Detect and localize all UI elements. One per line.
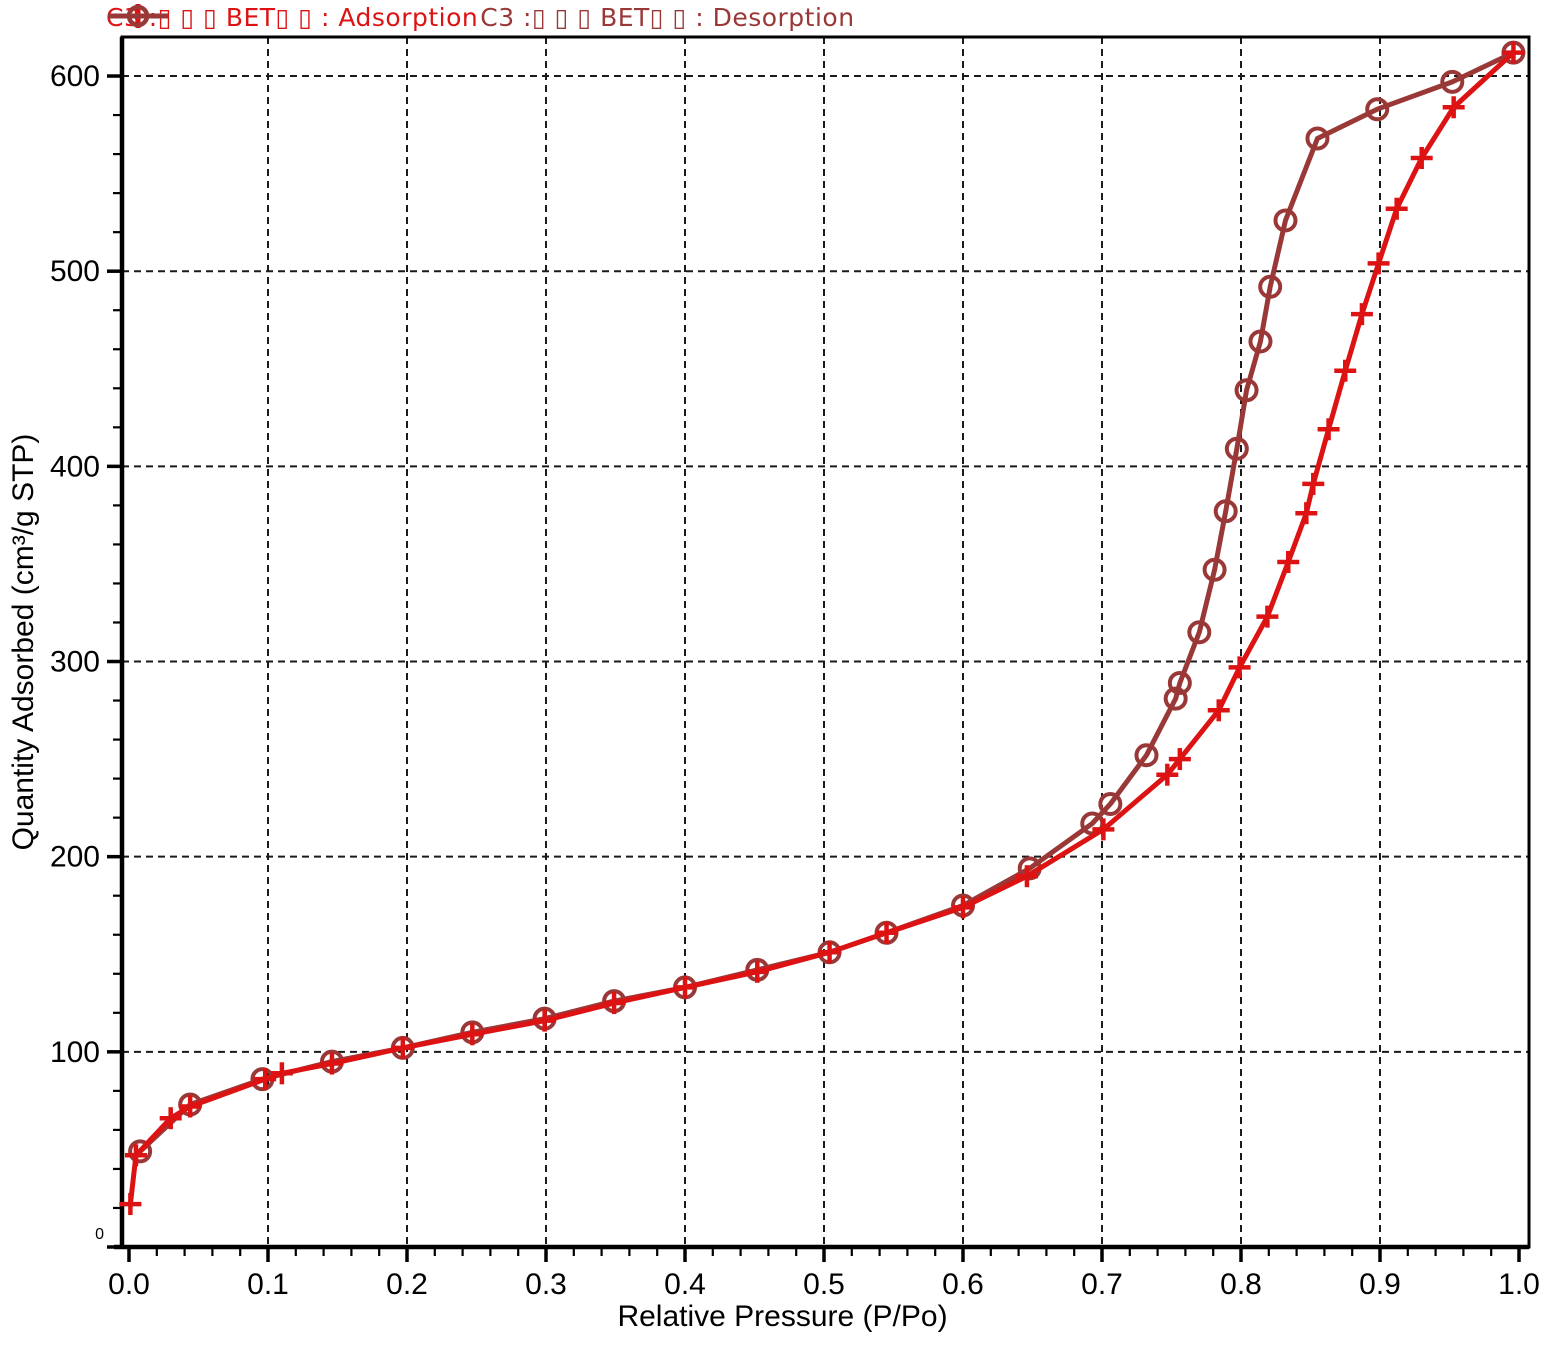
legend-label: C3 :▯ ▯ ▯ BET▯ ▯ : Desorption <box>480 2 855 32</box>
x-tick-label: 0.7 <box>1081 1268 1123 1301</box>
x-tick-label: 1.0 <box>1498 1268 1540 1301</box>
x-tick-label: 0.8 <box>1220 1268 1262 1301</box>
x-tick-label: 0.6 <box>942 1268 984 1301</box>
desorption-marker <box>1202 557 1227 582</box>
desorption-marker <box>1224 436 1249 461</box>
y-tick-label: 400 <box>50 450 100 483</box>
desorption-marker <box>128 1139 153 1164</box>
y-tick-label: 300 <box>50 646 100 679</box>
desorption-marker <box>1134 743 1159 768</box>
y-tick-label: 100 <box>50 1036 100 1069</box>
desorption-marker <box>1213 499 1238 524</box>
x-tick-label: 0.2 <box>386 1268 428 1301</box>
desorption-marker <box>1248 329 1273 354</box>
x-tick-label: 0.0 <box>108 1268 150 1301</box>
x-tick-label: 0.5 <box>803 1268 845 1301</box>
y-tick-label: 200 <box>50 841 100 874</box>
desorption-marker <box>1365 97 1390 122</box>
x-axis-title: Relative Pressure (P/Po) <box>617 1300 948 1333</box>
y-axis-origin-label: 0 <box>95 1226 104 1243</box>
circle-marker-icon <box>108 4 168 28</box>
x-tick-label: 0.9 <box>1359 1268 1401 1301</box>
desorption-marker <box>1234 378 1259 403</box>
desorption-marker <box>1258 274 1283 299</box>
desorption-marker <box>1163 686 1188 711</box>
desorption-marker <box>1167 670 1192 695</box>
y-tick-label: 600 <box>50 60 100 93</box>
x-tick-label: 0.4 <box>664 1268 706 1301</box>
chart-legend: C3 :▯ ▯ ▯ BET▯ ▯ : Adsorption C3 :▯ ▯ ▯ B… <box>106 0 857 34</box>
y-tick-label: 500 <box>50 255 100 288</box>
desorption-marker <box>1440 69 1465 94</box>
desorption-marker <box>1098 791 1123 816</box>
x-tick-label: 0.1 <box>247 1268 289 1301</box>
adsorption-line <box>127 50 1516 1205</box>
desorption-marker <box>1273 208 1298 233</box>
y-axis-title: Quantity Adsorbed (cm³/g STP) <box>7 433 40 851</box>
legend-item-desorption: C3 :▯ ▯ ▯ BET▯ ▯ : Desorption <box>108 2 855 32</box>
desorption-line <box>138 50 1515 1154</box>
desorption-marker <box>1305 126 1330 151</box>
desorption-marker <box>1187 620 1212 645</box>
x-tick-label: 0.3 <box>525 1268 567 1301</box>
